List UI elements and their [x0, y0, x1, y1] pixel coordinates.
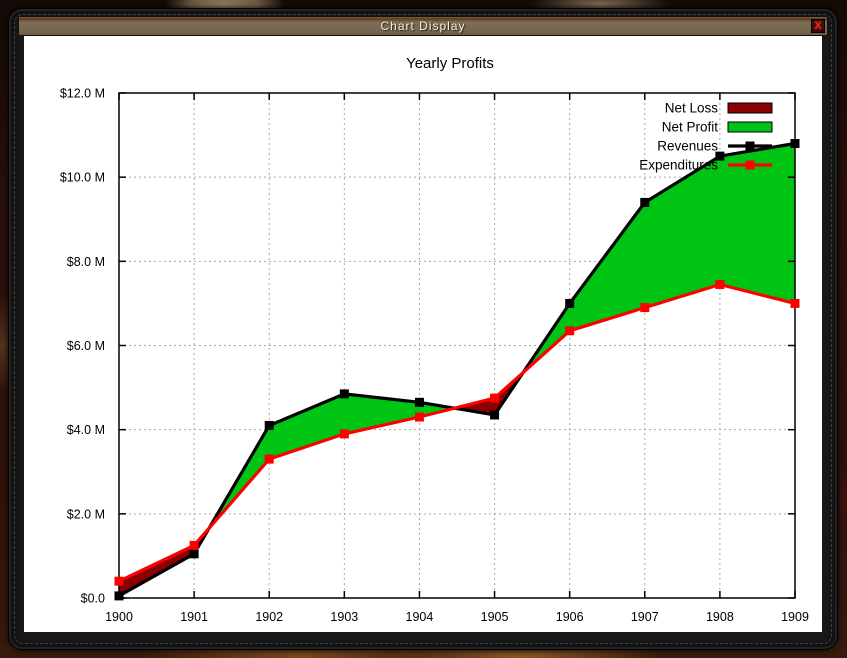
svg-text:$12.0 M: $12.0 M — [60, 87, 105, 101]
expenditures-marker — [189, 540, 199, 550]
net-profit-fill — [119, 143, 795, 582]
svg-text:$8.0 M: $8.0 M — [67, 255, 105, 269]
svg-text:$0.0: $0.0 — [81, 592, 105, 606]
expenditures-series — [114, 279, 800, 586]
svg-text:1906: 1906 — [556, 610, 584, 624]
expenditures-marker — [114, 576, 124, 586]
legend-item-net-profit: Net Profit — [662, 120, 773, 135]
expenditures-marker — [790, 298, 800, 308]
yearly-profits-chart: $0.0 $2.0 M $4.0 M $6.0 M $8.0 M $10.0 M $12.0… — [60, 55, 809, 624]
expenditures-marker — [640, 303, 650, 313]
revenues-marker — [114, 591, 124, 601]
expenditures-marker — [715, 279, 725, 289]
svg-text:Revenues: Revenues — [657, 139, 718, 154]
svg-text:1907: 1907 — [631, 610, 659, 624]
chart-title: Yearly Profits — [406, 55, 494, 72]
svg-text:$6.0 M: $6.0 M — [67, 339, 105, 353]
expenditures-marker — [264, 454, 274, 464]
legend: Net Loss Net Profit Revenues Expenditures — [639, 101, 773, 173]
window-title: Chart Display — [380, 19, 466, 33]
svg-text:1904: 1904 — [406, 610, 434, 624]
revenues-marker — [414, 397, 424, 407]
svg-text:Net Loss: Net Loss — [665, 101, 719, 116]
chart-panel: $0.0 $2.0 M $4.0 M $6.0 M $8.0 M $10.0 M $12.0… — [24, 36, 822, 632]
revenues-marker — [640, 197, 650, 207]
expenditures-marker — [565, 326, 575, 336]
svg-text:1901: 1901 — [180, 610, 208, 624]
expenditures-marker — [490, 393, 500, 403]
revenues-marker — [264, 420, 274, 430]
expenditures-marker — [414, 412, 424, 422]
window-titlebar[interactable]: Chart Display X — [18, 16, 828, 36]
legend-item-revenues: Revenues — [657, 139, 772, 154]
chart-display-window: Chart Display X $0.0 $2.0 M $4.0 M $6.0 M $8… — [8, 8, 838, 650]
revenues-marker — [790, 139, 800, 148]
revenues-marker — [715, 151, 725, 161]
revenues-marker — [490, 410, 500, 420]
svg-text:1903: 1903 — [330, 610, 358, 624]
expenditures-marker — [339, 429, 349, 439]
legend-item-expenditures: Expenditures — [639, 158, 772, 173]
close-button[interactable]: X — [811, 19, 825, 33]
svg-text:$2.0 M: $2.0 M — [67, 507, 105, 521]
gridlines — [119, 93, 795, 598]
svg-text:1908: 1908 — [706, 610, 734, 624]
svg-text:1905: 1905 — [481, 610, 509, 624]
svg-text:Expenditures: Expenditures — [639, 158, 718, 173]
axis-labels: $0.0 $2.0 M $4.0 M $6.0 M $8.0 M $10.0 M $12.0… — [60, 55, 809, 624]
svg-text:1902: 1902 — [255, 610, 283, 624]
svg-text:$10.0 M: $10.0 M — [60, 171, 105, 185]
revenues-marker — [339, 389, 349, 399]
svg-text:1909: 1909 — [781, 610, 809, 624]
legend-item-net-loss: Net Loss — [665, 101, 773, 116]
revenues-marker — [189, 549, 199, 559]
profit-loss-fills — [119, 143, 795, 596]
svg-text:Net Profit: Net Profit — [662, 120, 719, 135]
revenues-marker — [565, 298, 575, 308]
svg-text:$4.0 M: $4.0 M — [67, 423, 105, 437]
svg-text:1900: 1900 — [105, 610, 133, 624]
